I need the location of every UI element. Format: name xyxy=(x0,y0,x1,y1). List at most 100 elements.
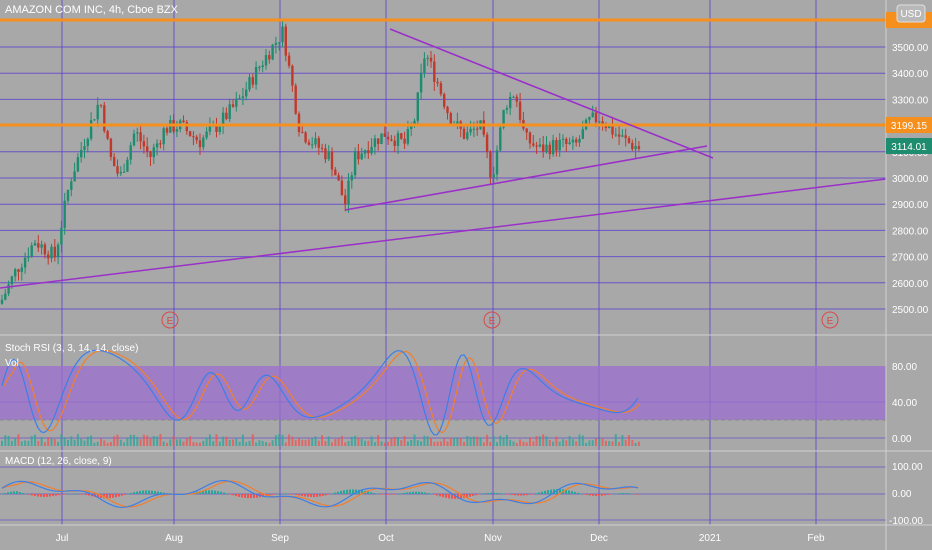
candle-body xyxy=(231,104,235,107)
macd-histogram-bar xyxy=(517,494,519,496)
candle-body xyxy=(50,246,53,259)
macd-histogram-bar xyxy=(400,493,402,494)
candle-body xyxy=(20,267,23,272)
macd-histogram-bar xyxy=(436,494,438,496)
volume-bar xyxy=(555,436,558,446)
macd-histogram-bar xyxy=(526,494,528,496)
candle-body xyxy=(542,144,545,152)
macd-histogram-bar xyxy=(514,494,516,496)
macd-histogram-bar xyxy=(298,494,300,496)
candle-body xyxy=(165,128,169,133)
volume-bar xyxy=(453,437,456,446)
volume-bar xyxy=(505,434,508,446)
volume-bar xyxy=(532,441,535,446)
candle-body xyxy=(109,138,113,157)
macd-histogram-bar xyxy=(433,494,435,495)
macd-histogram-bar xyxy=(322,494,324,496)
volume-bar xyxy=(393,436,396,446)
volume-bar xyxy=(529,437,531,446)
macd-histogram-bar xyxy=(520,494,522,496)
volume-bar xyxy=(241,434,244,446)
stoch-rsi-lines xyxy=(1,349,641,436)
macd-histogram-bar xyxy=(130,493,132,494)
candle-body xyxy=(571,139,575,143)
volume-bar xyxy=(324,440,327,446)
ascending-trendline-short[interactable] xyxy=(344,145,708,211)
macd-histogram-bar xyxy=(127,493,129,495)
ascending-trendline-long[interactable] xyxy=(0,178,887,289)
volume-bar xyxy=(611,441,614,446)
macd-histogram-bar xyxy=(367,491,369,494)
macd-histogram-bar xyxy=(106,494,108,499)
candle-body xyxy=(205,131,208,138)
macd-histogram-bar xyxy=(451,494,453,499)
macd-histogram-bar xyxy=(55,494,57,496)
volume-title[interactable]: Vol xyxy=(5,358,19,369)
candle-body xyxy=(291,65,294,86)
macd-histogram-bar xyxy=(442,494,444,498)
macd-histogram-bar xyxy=(601,494,603,496)
macd-histogram-bar xyxy=(295,494,297,495)
macd-histogram-bar xyxy=(532,494,534,495)
earnings-marker[interactable]: E xyxy=(821,311,839,329)
candle-body xyxy=(485,134,489,153)
macd-histogram-bar xyxy=(448,494,450,499)
candle-body xyxy=(565,138,568,144)
volume-bar xyxy=(195,442,198,446)
macd-title[interactable]: MACD (12, 26, close, 9) xyxy=(5,456,112,467)
macd-histogram-bar xyxy=(13,491,15,494)
volume-bar xyxy=(37,440,40,446)
currency-button[interactable] xyxy=(896,4,926,23)
stoch-rsi-band xyxy=(0,366,886,420)
volume-bar xyxy=(301,439,304,446)
volume-bar xyxy=(416,440,419,446)
macd-histogram-bar xyxy=(304,494,306,497)
candle-body xyxy=(357,151,360,160)
earnings-marker[interactable]: E xyxy=(483,311,501,329)
candle-body xyxy=(198,140,202,148)
macd-histogram-bar xyxy=(70,493,72,495)
macd-histogram-bar xyxy=(283,493,285,495)
volume-bar xyxy=(278,434,281,446)
candle-body xyxy=(188,131,192,137)
volume-bar xyxy=(364,440,366,446)
macd-histogram-bar xyxy=(484,493,486,494)
candle-body xyxy=(476,128,479,130)
volume-bar xyxy=(1,440,3,446)
earnings-marker[interactable]: E xyxy=(161,311,179,329)
macd-histogram-bar xyxy=(418,491,420,494)
volume-bar xyxy=(30,436,33,446)
candle-body xyxy=(149,151,152,158)
time-axis[interactable]: Jul Aug Sep Oct Nov Dec 2021 Feb xyxy=(56,533,825,544)
candle-body xyxy=(248,77,251,90)
candle-body xyxy=(241,96,245,99)
price-axis-tick: 2500.00 xyxy=(892,305,929,316)
candle-body xyxy=(469,128,472,133)
macd-histogram-bar xyxy=(355,489,357,494)
macd-histogram-bar xyxy=(79,494,81,495)
candle-body xyxy=(509,96,512,109)
candle-body xyxy=(311,144,314,146)
candle-body xyxy=(63,200,66,228)
candle-body xyxy=(159,143,162,145)
macd-histogram-bar xyxy=(4,493,6,494)
volume-bar xyxy=(139,439,142,446)
stoch-rsi-title[interactable]: Stoch RSI (3, 3, 14, 14, close) xyxy=(5,343,138,354)
volume-bar xyxy=(515,442,518,446)
candle-body xyxy=(631,142,634,150)
candle-body xyxy=(60,227,63,245)
macd-histogram-bar xyxy=(553,489,555,494)
descending-trendline[interactable] xyxy=(389,28,714,159)
macd-histogram-bar xyxy=(403,492,405,494)
volume-bar xyxy=(595,438,597,446)
volume-bar xyxy=(565,440,568,446)
volume-bar xyxy=(552,441,555,446)
candle-body xyxy=(27,256,30,258)
macd-histogram-bar xyxy=(460,494,462,499)
candle-body xyxy=(377,138,380,144)
time-axis-label: Feb xyxy=(807,533,825,544)
macd-histogram-bar xyxy=(577,492,579,494)
candle-body xyxy=(456,121,459,126)
volume-bar xyxy=(307,439,310,446)
